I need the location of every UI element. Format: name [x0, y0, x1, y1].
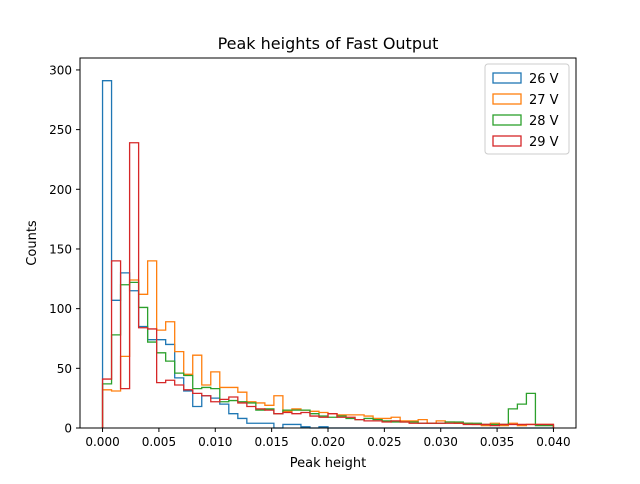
series-line-3 [101, 142, 555, 428]
y-tick-label: 250 [49, 123, 72, 137]
y-axis: 0 50 100 150 200 250 300 [49, 63, 80, 436]
x-tick-label: 0.020 [311, 435, 345, 449]
legend-swatch-3 [492, 135, 522, 147]
legend-label-0: 26 V [529, 72, 559, 87]
x-tick-label: 0.015 [254, 435, 288, 449]
legend-label-2: 28 V [529, 114, 559, 129]
legend-label-3: 29 V [529, 135, 559, 150]
legend-swatch-2 [492, 114, 522, 126]
y-tick-label: 150 [49, 242, 72, 256]
y-axis-label: Counts [25, 220, 40, 266]
y-tick-label: 100 [49, 302, 72, 316]
x-tick-label: 0.035 [480, 435, 514, 449]
y-tick-label: 200 [49, 183, 72, 197]
x-tick-label: 0.040 [536, 435, 570, 449]
legend: 26 V 27 V 28 V 29 V [484, 63, 570, 155]
legend-swatch-0 [492, 72, 522, 84]
x-axis: 0.000 0.005 0.010 0.015 0.020 0.025 0.030 0.035… [85, 428, 571, 449]
y-tick-label: 0 [64, 422, 72, 436]
legend-box [484, 63, 570, 155]
x-tick-label: 0.010 [198, 435, 232, 449]
x-axis-label: Peak height [290, 456, 366, 471]
y-tick-label: 300 [49, 63, 72, 77]
legend-label-1: 27 V [529, 93, 559, 108]
x-tick-label: 0.005 [142, 435, 176, 449]
legend-swatch-1 [492, 93, 522, 105]
x-tick-label: 0.030 [424, 435, 458, 449]
chart-title: Peak heights of Fast Output [218, 34, 439, 53]
x-tick-label: 0.000 [85, 435, 119, 449]
y-tick-label: 50 [57, 362, 72, 376]
x-tick-label: 0.025 [367, 435, 401, 449]
